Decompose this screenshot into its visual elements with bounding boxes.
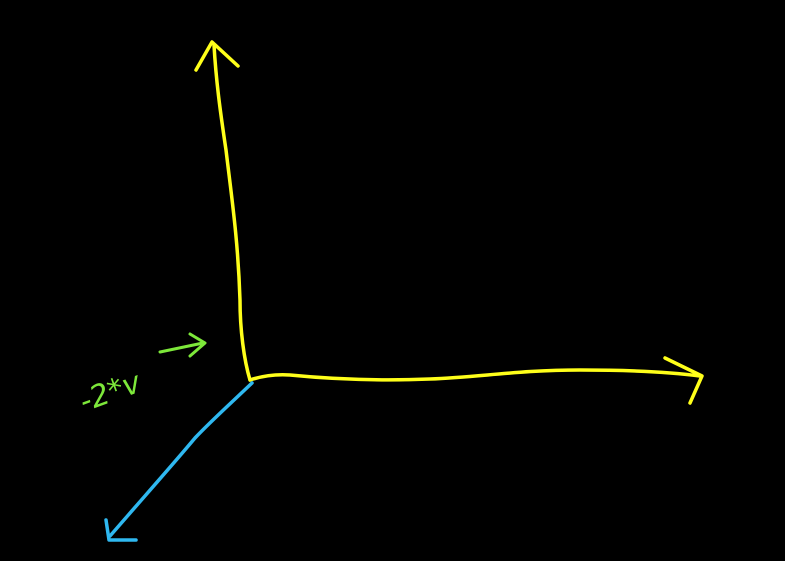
z-axis bbox=[108, 381, 254, 538]
x-axis bbox=[248, 368, 702, 382]
y-axis bbox=[212, 43, 252, 382]
x-axis-arrowhead bbox=[663, 356, 704, 405]
vector-arrow bbox=[158, 332, 207, 358]
z-axis-arrowhead bbox=[104, 518, 138, 542]
y-axis-arrowhead bbox=[194, 40, 240, 72]
